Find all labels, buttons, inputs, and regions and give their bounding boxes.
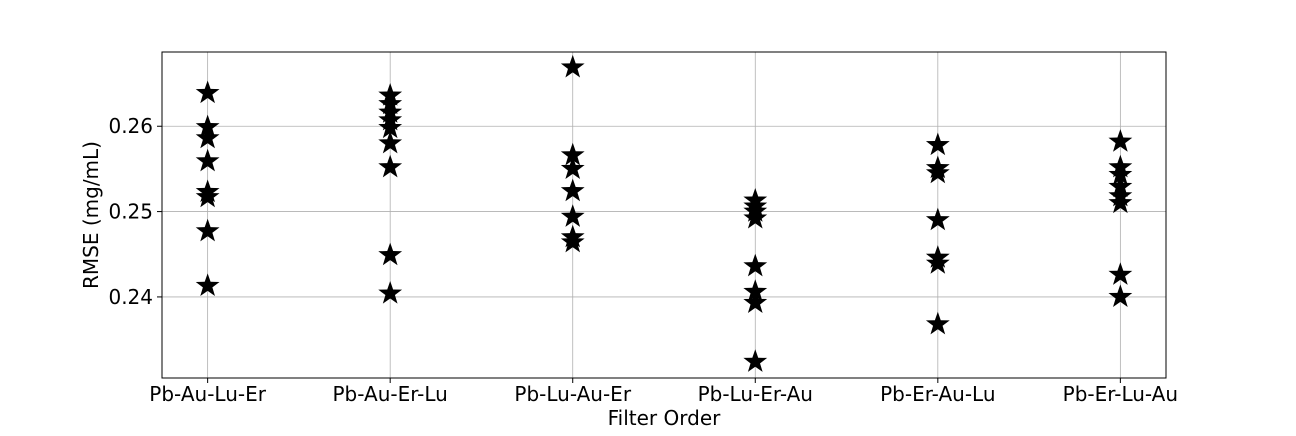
y-tick-label: 0.25 (108, 200, 153, 224)
point (560, 204, 585, 227)
point (195, 148, 220, 172)
point (743, 205, 768, 229)
point (378, 130, 403, 154)
point (1108, 284, 1133, 308)
point (925, 311, 950, 335)
point (925, 160, 950, 184)
point (195, 80, 220, 104)
x-tick-label: Pb-Au-Lu-Er (149, 382, 266, 406)
y-tick-label: 0.26 (108, 114, 153, 138)
y-axis-label: RMSE (mg/mL) (79, 141, 103, 289)
point (925, 251, 950, 274)
point (1108, 129, 1133, 152)
point (560, 156, 585, 180)
plot-frame (161, 51, 1167, 379)
point (1108, 262, 1133, 285)
point (378, 242, 403, 266)
point (743, 290, 768, 314)
point (743, 253, 768, 277)
point (1108, 190, 1133, 214)
point (195, 184, 220, 208)
point (925, 132, 950, 156)
x-tick-label: Pb-Au-Er-Lu (332, 382, 447, 406)
x-tick-label: Pb-Lu-Er-Au (698, 382, 813, 406)
point (560, 142, 585, 166)
point (195, 218, 220, 242)
x-tick-label: Pb-Lu-Au-Er (514, 382, 631, 406)
point (378, 281, 403, 304)
point (1108, 162, 1133, 185)
point (378, 115, 403, 139)
x-tick-label: Pb-Er-Lu-Au (1063, 382, 1178, 406)
point (195, 125, 220, 149)
point (378, 154, 403, 178)
point (560, 178, 585, 202)
point (743, 349, 768, 372)
point (925, 207, 950, 231)
point (560, 54, 585, 78)
y-tick-label: 0.24 (108, 285, 153, 309)
x-axis-label: Filter Order (608, 406, 722, 430)
point (195, 273, 220, 296)
x-tick-label: Pb-Er-Au-Lu (880, 382, 995, 406)
point (560, 229, 585, 253)
